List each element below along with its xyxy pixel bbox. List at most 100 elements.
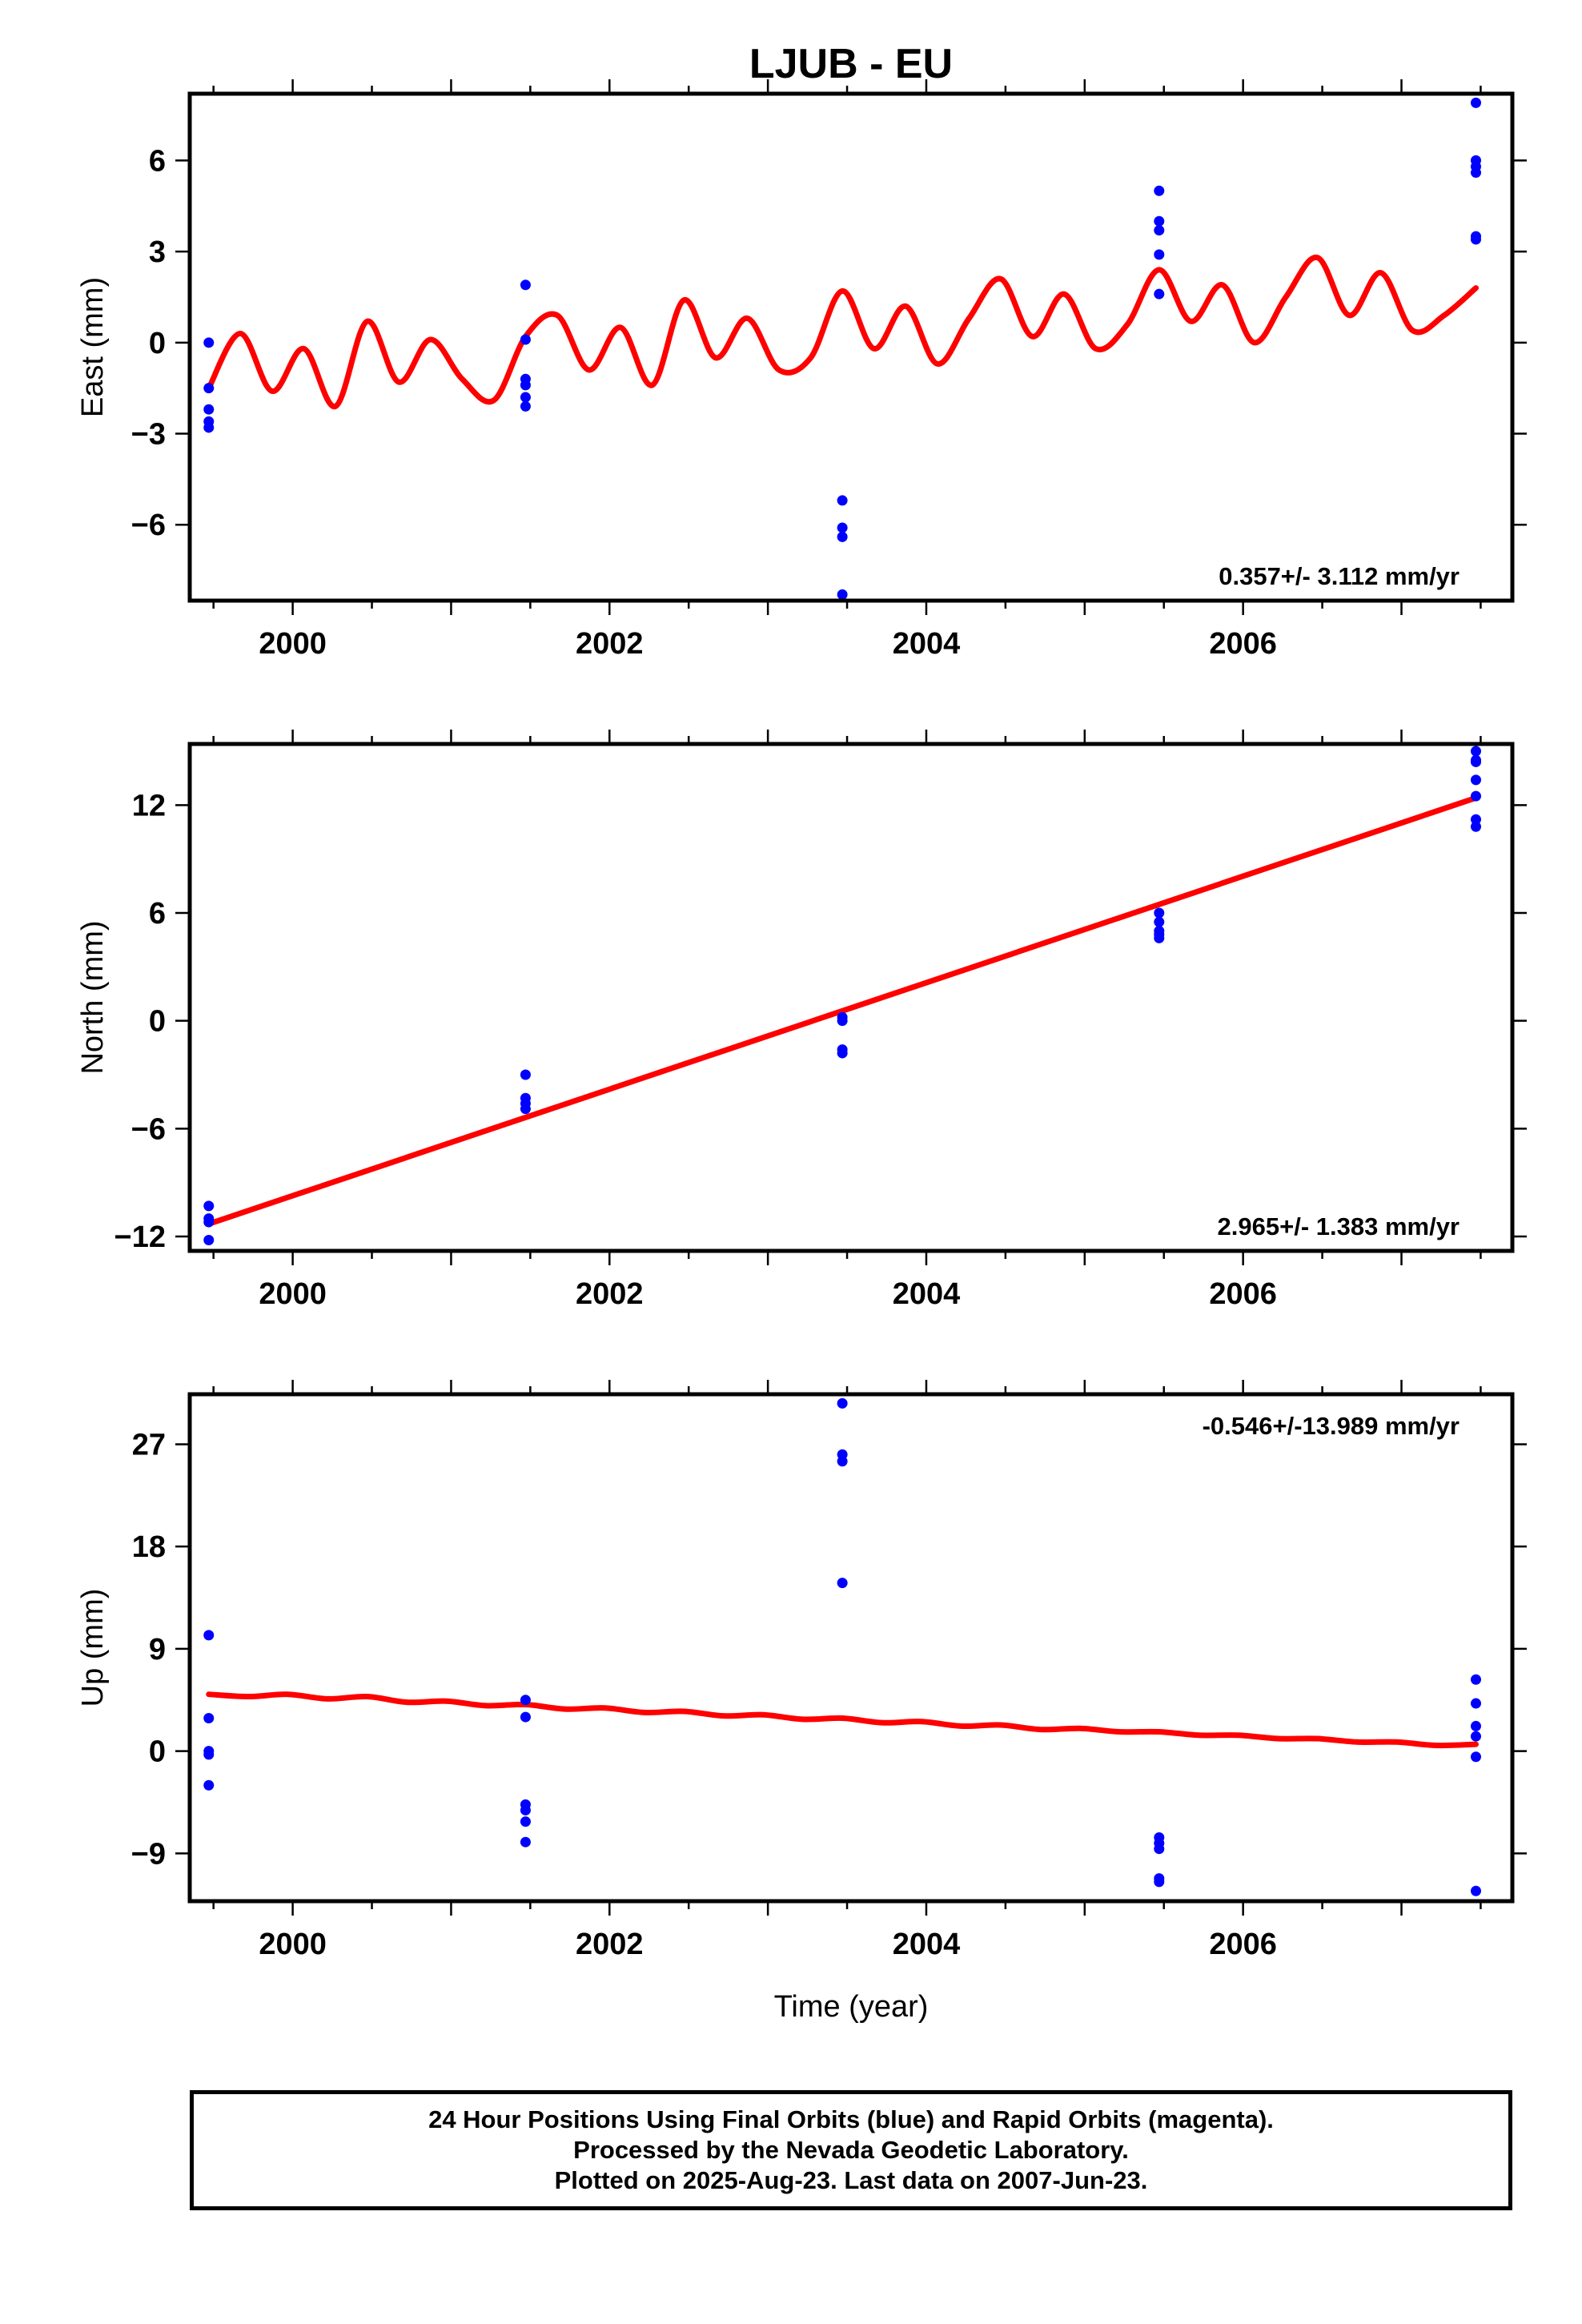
data-point <box>1470 746 1481 757</box>
data-point <box>520 1804 531 1815</box>
x-tick-label: 2000 <box>259 1928 327 1961</box>
data-point <box>837 495 848 506</box>
model-fit-line <box>206 255 1479 409</box>
panels: 2000 2002 2004 2006 −6 −3 0 3 6 East (mm) 0.357+/-… <box>76 79 1527 2024</box>
data-point <box>837 1456 848 1467</box>
y-tick-label: −3 <box>131 418 166 452</box>
x-tick-label: 2002 <box>576 627 644 661</box>
data-point <box>203 1749 215 1760</box>
data-point <box>1154 185 1165 196</box>
y-tick-label: 18 <box>132 1530 166 1564</box>
data-point <box>1470 97 1481 108</box>
y-tick-label: 0 <box>149 1005 166 1039</box>
x-tick-label: 2002 <box>576 1928 644 1961</box>
y-tick-label: 3 <box>149 235 166 269</box>
data-point <box>203 1200 215 1212</box>
chart-title: LJUB - EU <box>749 41 953 87</box>
data-point <box>520 1104 531 1115</box>
data-point <box>1154 907 1165 919</box>
data-point <box>837 531 848 542</box>
data-point <box>1470 821 1481 832</box>
data-point <box>1470 790 1481 802</box>
panel-up: 2000 2002 2004 2006 −9 0 9 18 27 Up (mm) Time (yea… <box>76 1380 1527 2024</box>
rate-label: 0.357+/- 3.112 mm/yr <box>1219 562 1460 590</box>
x-axis-title: Time (year) <box>774 1990 929 2024</box>
data-point <box>203 1779 215 1791</box>
data-point <box>203 1712 215 1723</box>
data-point <box>1470 1751 1481 1763</box>
data-point <box>837 1578 848 1589</box>
x-tick-label: 2000 <box>259 1277 327 1311</box>
data-point <box>203 1235 215 1246</box>
data-point <box>520 1816 531 1827</box>
y-axis-title: Up (mm) <box>76 1589 110 1707</box>
data-point <box>1154 932 1165 943</box>
data-point <box>1154 288 1165 300</box>
y-tick-label: 6 <box>149 897 166 931</box>
data-point <box>1470 1731 1481 1742</box>
model-fit-line <box>206 1691 1479 1749</box>
y-tick-label: −6 <box>131 509 166 542</box>
rate-label: 2.965+/- 1.383 mm/yr <box>1218 1212 1460 1240</box>
y-axis-title: East (mm) <box>76 277 110 417</box>
footer-line-3: Plotted on 2025-Aug-23. Last data on 200… <box>554 2166 1148 2194</box>
rate-label: -0.546+/-13.989 mm/yr <box>1203 1412 1460 1440</box>
data-point <box>1154 215 1165 227</box>
plot-frame <box>187 1392 1515 1904</box>
data-point <box>837 589 848 600</box>
data-point <box>837 1397 848 1409</box>
x-tick-label: 2004 <box>893 1277 961 1311</box>
data-point <box>203 1630 215 1641</box>
panel-north: 2000 2002 2004 2006 −12 −6 0 6 12 North (mm) 2.965… <box>76 730 1527 1311</box>
data-point <box>203 383 215 394</box>
x-tick-label: 2002 <box>576 1277 644 1311</box>
data-point <box>203 1216 215 1228</box>
plot-frame <box>187 91 1515 603</box>
y-tick-label: 6 <box>149 144 166 178</box>
data-point <box>520 279 531 291</box>
y-tick-label: 9 <box>149 1633 166 1667</box>
plot-frame <box>187 742 1515 1253</box>
x-tick-label: 2004 <box>893 1928 961 1961</box>
data-point <box>520 334 531 345</box>
data-point <box>837 1015 848 1027</box>
x-tick-label: 2000 <box>259 627 327 661</box>
data-point <box>520 1695 531 1706</box>
data-point <box>1154 1844 1165 1855</box>
data-layer <box>203 97 1481 600</box>
data-point <box>1470 1674 1481 1685</box>
model-fit-line <box>206 794 1479 1227</box>
y-tick-label: −6 <box>131 1112 166 1146</box>
data-layer <box>203 1397 1481 1896</box>
data-layer <box>203 746 1481 1246</box>
y-tick-label: −9 <box>131 1837 166 1871</box>
data-point <box>837 1047 848 1059</box>
y-tick-label: 12 <box>132 789 166 822</box>
x-tick-label: 2006 <box>1209 1277 1277 1311</box>
data-point <box>1154 225 1165 236</box>
y-tick-label: −12 <box>114 1220 166 1254</box>
data-point <box>1470 161 1481 172</box>
x-tick-label: 2006 <box>1209 1928 1277 1961</box>
y-tick-label: 0 <box>149 327 166 360</box>
footer-line-1: 24 Hour Positions Using Final Orbits (bl… <box>428 2105 1274 2133</box>
panel-east: 2000 2002 2004 2006 −6 −3 0 3 6 East (mm) 0.357+/-… <box>76 79 1527 661</box>
y-tick-label: 0 <box>149 1735 166 1769</box>
data-point <box>1470 1698 1481 1709</box>
data-point <box>520 400 531 412</box>
data-point <box>1470 774 1481 786</box>
data-point <box>1470 1885 1481 1896</box>
data-point <box>1154 916 1165 927</box>
x-tick-label: 2006 <box>1209 627 1277 661</box>
data-point <box>1154 1876 1165 1888</box>
y-axis-title: North (mm) <box>76 920 110 1074</box>
data-point <box>520 380 531 391</box>
y-tick-label: 27 <box>132 1428 166 1462</box>
data-point <box>203 404 215 415</box>
data-point <box>1470 1720 1481 1731</box>
x-tick-label: 2004 <box>893 627 961 661</box>
data-point <box>203 337 215 348</box>
data-point <box>520 392 531 403</box>
data-point <box>1470 234 1481 245</box>
